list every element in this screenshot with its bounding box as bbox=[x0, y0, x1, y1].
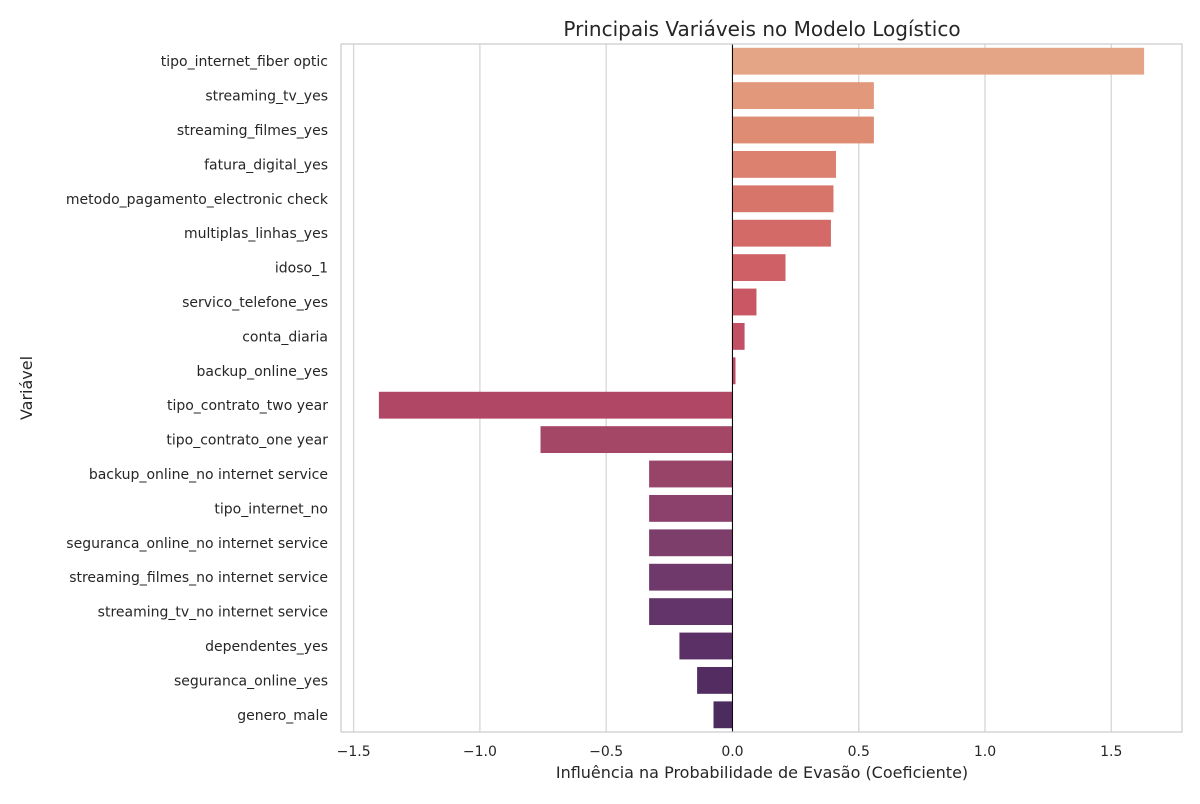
y-tick-label: streaming_filmes_yes bbox=[177, 123, 328, 139]
y-tick-label: tipo_internet_fiber optic bbox=[161, 54, 328, 70]
chart-title: Principais Variáveis no Modelo Logístico bbox=[563, 17, 960, 41]
y-tick-label: servico_telefone_yes bbox=[182, 295, 328, 311]
bar bbox=[732, 254, 786, 282]
y-tick-label: multiplas_linhas_yes bbox=[184, 226, 328, 242]
x-axis-label: Influência na Probabilidade de Evasão (C… bbox=[556, 763, 968, 782]
y-tick-label: tipo_contrato_two year bbox=[167, 398, 328, 414]
bar bbox=[732, 150, 837, 178]
y-tick-label: metodo_pagamento_electronic check bbox=[66, 192, 329, 208]
x-tick-label: 1.0 bbox=[974, 744, 996, 760]
y-tick-label: idoso_1 bbox=[275, 261, 328, 277]
bar bbox=[713, 701, 733, 729]
bars bbox=[378, 47, 1145, 729]
y-tick-label: streaming_filmes_no internet service bbox=[69, 570, 328, 586]
y-tick-label: tipo_internet_no bbox=[214, 501, 328, 517]
bar bbox=[732, 185, 834, 213]
bar bbox=[732, 47, 1145, 75]
bar bbox=[732, 116, 874, 144]
x-tick-label: 1.5 bbox=[1100, 744, 1122, 760]
bar bbox=[649, 598, 733, 626]
bar bbox=[378, 391, 733, 419]
x-tick-labels: −1.5 −1.0 −0.5 0.0 0.5 1.0 1.5 bbox=[337, 744, 1123, 760]
bar bbox=[732, 219, 831, 247]
x-tick-label: 0.0 bbox=[721, 744, 743, 760]
y-tick-label: backup_online_no internet service bbox=[89, 467, 328, 483]
bar bbox=[732, 357, 736, 385]
y-tick-label: seguranca_online_no internet service bbox=[66, 536, 328, 552]
bar bbox=[649, 460, 733, 488]
bar bbox=[540, 426, 733, 454]
bar bbox=[697, 666, 733, 694]
y-tick-labels: tipo_internet_fiber optic streaming_tv_ye… bbox=[66, 54, 329, 724]
y-tick-label: dependentes_yes bbox=[205, 639, 328, 655]
x-tick-label: −1.0 bbox=[463, 744, 497, 760]
y-tick-label: tipo_contrato_one year bbox=[166, 433, 328, 449]
bar bbox=[732, 322, 745, 350]
bar bbox=[732, 82, 874, 110]
plot-frame bbox=[340, 43, 1183, 733]
y-tick-label: streaming_tv_yes bbox=[205, 89, 328, 105]
x-tick-label: −1.5 bbox=[337, 744, 371, 760]
bar bbox=[649, 494, 733, 522]
y-tick-label: conta_diaria bbox=[242, 329, 328, 345]
y-tick-label: backup_online_yes bbox=[197, 364, 329, 380]
bar bbox=[649, 563, 733, 591]
bar bbox=[732, 288, 757, 316]
y-tick-label: fatura_digital_yes bbox=[204, 157, 328, 173]
bar bbox=[679, 632, 733, 660]
y-tick-label: seguranca_online_yes bbox=[174, 673, 328, 689]
bar bbox=[649, 529, 733, 557]
x-tick-label: 0.5 bbox=[848, 744, 870, 760]
y-tick-label: streaming_tv_no internet service bbox=[98, 605, 328, 621]
x-tick-label: −0.5 bbox=[589, 744, 623, 760]
y-axis-label: Variável bbox=[17, 356, 36, 420]
y-tick-label: genero_male bbox=[237, 708, 328, 724]
